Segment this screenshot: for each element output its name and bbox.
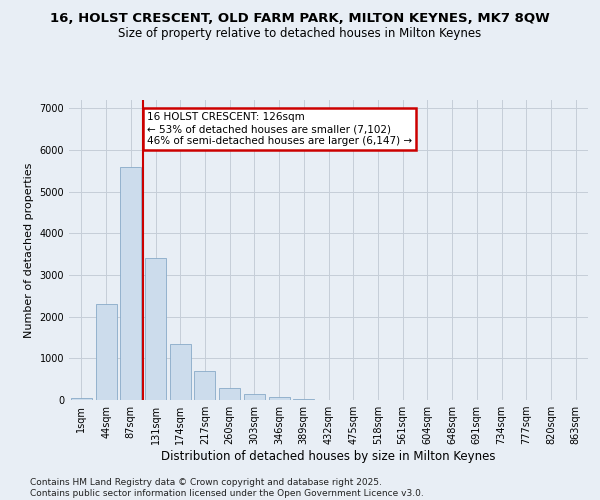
Bar — [120, 166, 141, 400]
Bar — [293, 399, 314, 400]
Bar — [244, 394, 265, 400]
Y-axis label: Number of detached properties: Number of detached properties — [24, 162, 34, 338]
Bar — [170, 344, 191, 400]
Text: 16 HOLST CRESCENT: 126sqm
← 53% of detached houses are smaller (7,102)
46% of se: 16 HOLST CRESCENT: 126sqm ← 53% of detac… — [147, 112, 412, 146]
X-axis label: Distribution of detached houses by size in Milton Keynes: Distribution of detached houses by size … — [161, 450, 496, 463]
Text: Contains HM Land Registry data © Crown copyright and database right 2025.
Contai: Contains HM Land Registry data © Crown c… — [30, 478, 424, 498]
Bar — [95, 304, 116, 400]
Bar — [219, 388, 240, 400]
Bar — [194, 371, 215, 400]
Bar — [145, 258, 166, 400]
Bar — [269, 397, 290, 400]
Text: Size of property relative to detached houses in Milton Keynes: Size of property relative to detached ho… — [118, 28, 482, 40]
Text: 16, HOLST CRESCENT, OLD FARM PARK, MILTON KEYNES, MK7 8QW: 16, HOLST CRESCENT, OLD FARM PARK, MILTO… — [50, 12, 550, 26]
Bar — [71, 398, 92, 400]
